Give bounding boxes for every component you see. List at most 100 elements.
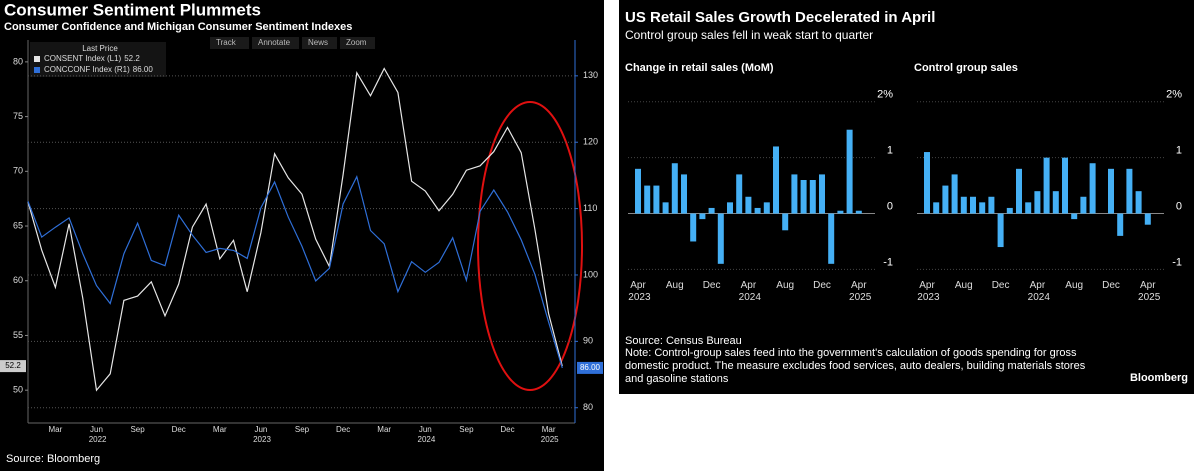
bar (644, 185, 651, 214)
y-tick-label: 65 (13, 220, 23, 230)
x-tick-label: Aug (776, 280, 794, 291)
bar (681, 174, 687, 214)
x-tick-label: Dec (1102, 280, 1120, 291)
x-tick-year: 2023 (625, 292, 650, 303)
bar (988, 196, 995, 214)
bar (933, 202, 940, 214)
x-tick-label: Aug (955, 280, 973, 291)
x-tick-year: 2024 (415, 435, 436, 444)
x-tick-month: Apr (851, 280, 867, 291)
bar (997, 213, 1004, 248)
x-tick-month: Aug (776, 280, 794, 291)
y-tick-label: 0 (887, 200, 893, 212)
bar (819, 174, 825, 214)
toolbar-button (252, 37, 299, 49)
bar (809, 180, 816, 214)
x-tick-label: Apr 2024 (736, 280, 761, 303)
legend-box (30, 42, 166, 77)
x-tick-year: 2025 (846, 292, 871, 303)
x-tick-label: Aug (1065, 280, 1083, 291)
source: Source: Bloomberg (6, 453, 100, 465)
bar (1016, 168, 1022, 214)
bar (800, 180, 807, 214)
x-tick-month: Aug (1065, 280, 1083, 291)
x-tick-year: 2022 (86, 435, 107, 444)
x-tick-month: Jun (419, 425, 432, 434)
x-tick-label: Dec (172, 425, 186, 434)
left-panel (0, 0, 604, 471)
y-tick-label: 60 (13, 275, 23, 285)
x-tick-month: Apr (1030, 280, 1046, 291)
x-tick-label: Apr 2025 (1135, 280, 1160, 303)
y-tick-label: -1 (883, 256, 893, 268)
legend-entry: CONSENT Index (L1) 52.2 (44, 54, 140, 63)
x-tick-label: Jun 2022 (86, 425, 107, 444)
x-tick-month: Dec (703, 280, 721, 291)
x-tick-year: 2023 (251, 435, 272, 444)
bar (754, 207, 761, 214)
x-tick-label: Sep (459, 425, 474, 434)
y-tick-label: 1 (887, 145, 893, 157)
y-tick-label: -1 (1172, 256, 1182, 268)
toolbar-label: Annotate (258, 38, 291, 47)
toolbar-button (302, 37, 337, 49)
bar (671, 163, 678, 214)
y2-tick-label: 100 (583, 269, 598, 279)
x-tick-label: Dec (813, 280, 831, 291)
x-tick-year: 2024 (736, 292, 761, 303)
bar (745, 196, 752, 214)
chart-subtitle: Consumer Confidence and Michigan Consume… (4, 21, 352, 33)
x-tick-month: Aug (955, 280, 973, 291)
x-tick-month: Jun (254, 425, 267, 434)
bar (1071, 213, 1078, 220)
y-tick-label: 80 (13, 56, 23, 66)
bar (690, 213, 697, 242)
panel-title: US Retail Sales Growth Decelerated in Ap… (625, 9, 935, 26)
bar (1043, 157, 1050, 214)
toolbar-button (340, 37, 375, 49)
x-tick-month: Jun (90, 425, 103, 434)
series-line (27, 174, 563, 369)
x-tick-year: 2025 (1135, 292, 1160, 303)
legend-entry: CONCCONF Index (R1) 86.00 (44, 65, 153, 74)
bar (828, 213, 835, 264)
series-line (27, 67, 563, 392)
x-tick-label: Mar 2025 (539, 425, 560, 444)
last-value-tag (577, 361, 603, 374)
legend-name: CONCCONF Index (R1) (44, 65, 130, 74)
bar (736, 174, 743, 214)
bar (699, 213, 706, 220)
x-tick-label: Dec (992, 280, 1010, 291)
toolbar-label: Zoom (346, 38, 367, 47)
x-tick-month: Sep (295, 425, 310, 434)
x-tick-month: Dec (172, 425, 186, 434)
x-tick-label: Aug (666, 280, 684, 291)
x-tick-month: Aug (666, 280, 684, 291)
y2-tick-label: 110 (583, 203, 597, 213)
note: Note: Control-group sales feed into the … (625, 347, 1086, 385)
x-tick-label: Dec (500, 425, 514, 434)
x-tick-year: 2024 (1025, 292, 1050, 303)
bar (1089, 163, 1096, 214)
y2-tick-label: 90 (583, 336, 593, 346)
bar (979, 202, 986, 214)
bar (846, 129, 853, 214)
bar (653, 185, 660, 214)
y-tick-label: 0 (1176, 200, 1182, 212)
y-tick-label: 50 (13, 385, 23, 395)
last-value-label: 86.00 (580, 363, 601, 372)
bar (1006, 207, 1013, 214)
bar (1025, 202, 1032, 214)
legend-swatch (34, 67, 40, 73)
bar (791, 174, 798, 214)
x-tick-label: Sep (130, 425, 145, 434)
highlight-ellipse (477, 101, 583, 391)
legend-swatch (34, 56, 40, 62)
bar (1135, 191, 1142, 214)
bar (708, 207, 715, 214)
bar (855, 210, 862, 214)
toolbar-label: Track (216, 38, 237, 47)
y-tick-label: 2% (1166, 89, 1182, 101)
y-tick-label: 2% (877, 89, 893, 101)
